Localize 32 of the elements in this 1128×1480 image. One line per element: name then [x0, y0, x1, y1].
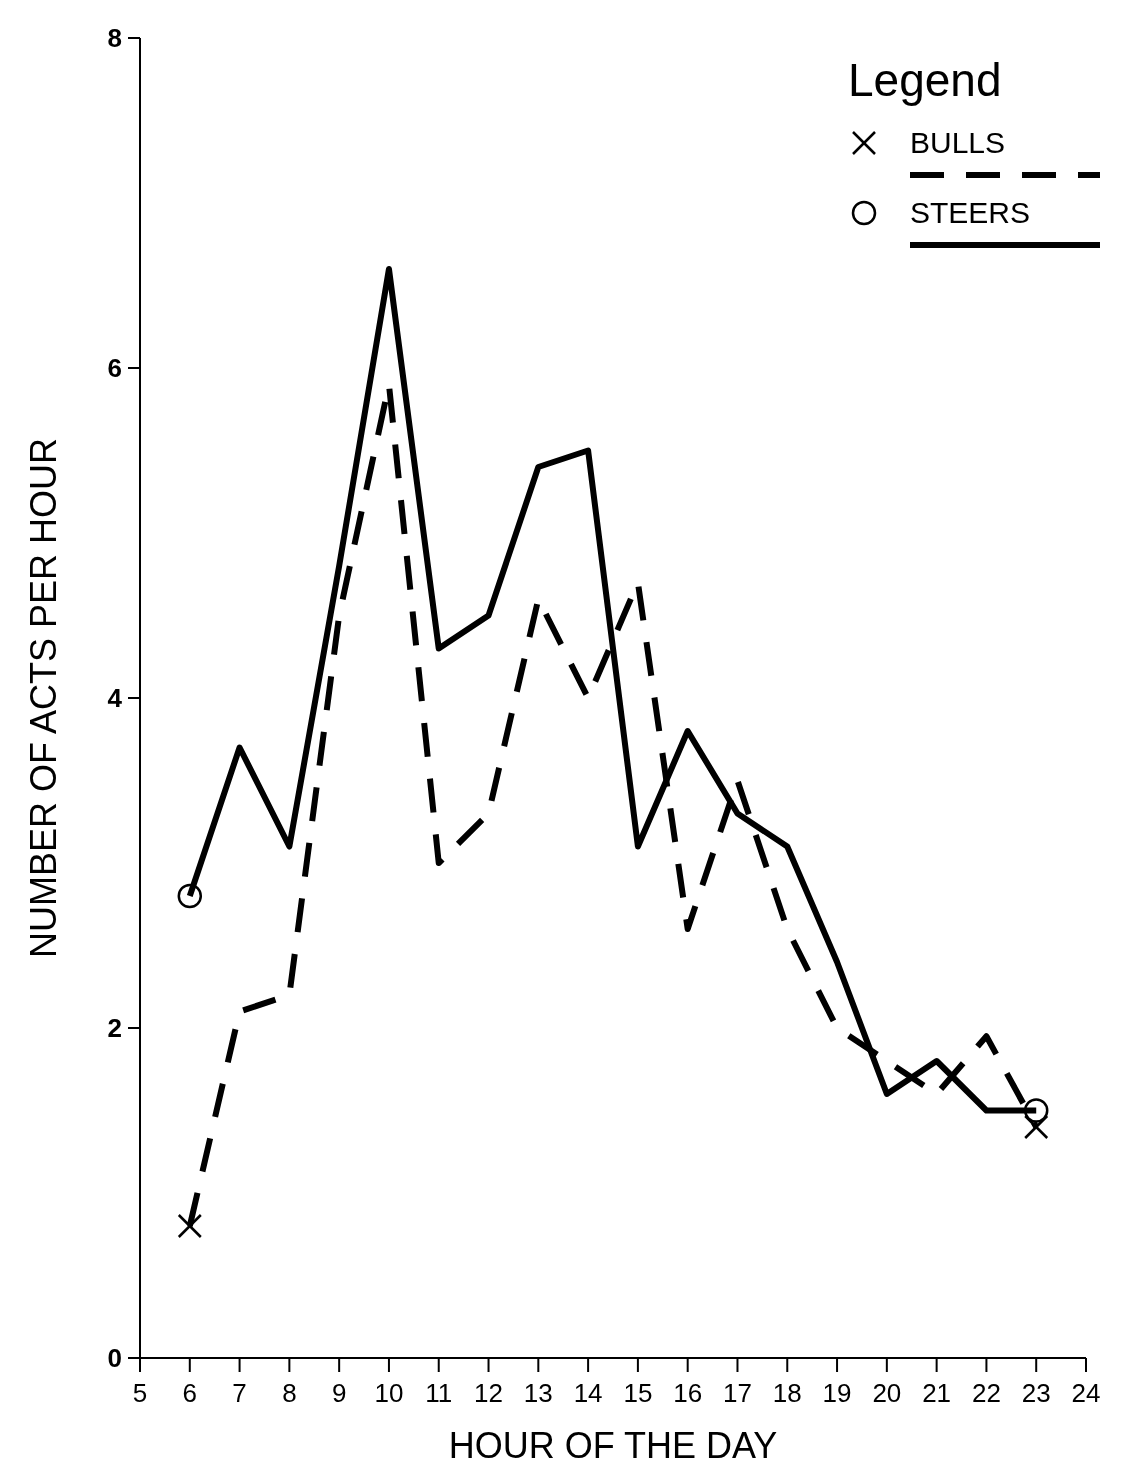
point: [1023, 1098, 1049, 1123]
x-tick-label: 5: [132, 1378, 148, 1408]
x-tick-label: 9: [331, 1378, 347, 1408]
x-tick-label: 10: [374, 1378, 404, 1408]
x-tick-label: 24: [1071, 1378, 1101, 1408]
x-tick-label: 11: [425, 1378, 453, 1408]
x-tick-label: 8: [282, 1378, 297, 1408]
x-tick-label: 14: [573, 1378, 603, 1408]
y-axis-title: NUMBER OF ACTS PER HOUR: [23, 437, 64, 959]
y-tick-label: 8: [107, 23, 122, 54]
legend-label: STEERS: [910, 196, 1031, 229]
x-tick-label: 18: [772, 1378, 802, 1408]
x-tick-label: 13: [523, 1378, 553, 1408]
x-tick-label: 23: [1021, 1378, 1051, 1408]
x-tick-label: 17: [723, 1378, 752, 1408]
y-tick-label: 4: [107, 683, 123, 714]
x-tick-label: 20: [872, 1378, 902, 1408]
x-tick-label: 7: [232, 1378, 247, 1408]
x-tick-label: 12: [474, 1378, 503, 1408]
x-tick-label: 21: [922, 1378, 952, 1408]
point: [177, 883, 203, 909]
x-tick-label: 22: [971, 1378, 1001, 1408]
y-tick-label: 0: [107, 1343, 122, 1374]
x-axis-title: HOUR OF THE DAY: [448, 1425, 778, 1466]
y-tick-label: 6: [107, 353, 122, 384]
x-tick-label: 16: [673, 1378, 703, 1408]
x-tick-label: 6: [182, 1378, 198, 1408]
x-tick-label: 15: [623, 1378, 653, 1408]
legend-label: BULLS: [910, 126, 1006, 159]
x-tick-label: 19: [822, 1378, 852, 1408]
y-tick-label: 2: [107, 1013, 122, 1044]
legend-title: Legend: [848, 54, 1002, 106]
